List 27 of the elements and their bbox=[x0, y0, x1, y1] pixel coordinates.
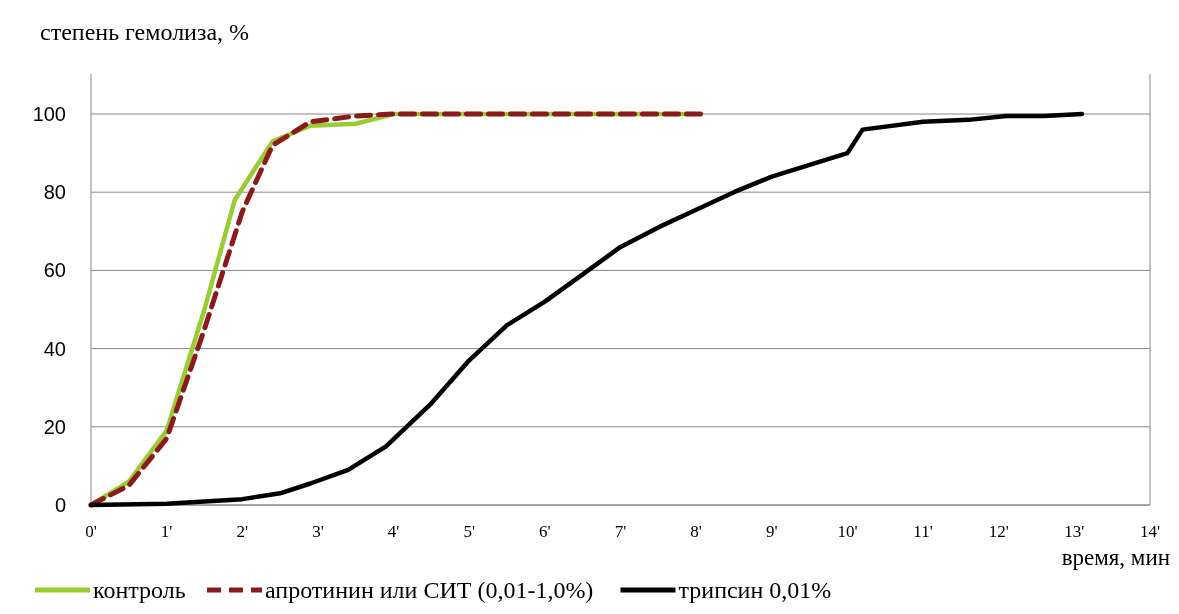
y-tick-label: 80 bbox=[43, 181, 66, 204]
x-tick-label: 11' bbox=[913, 522, 933, 541]
legend-label: апротинин или СИТ (0,01-1,0%) bbox=[265, 577, 594, 603]
x-tick-label: 4' bbox=[387, 522, 400, 541]
y-tick-label: 100 bbox=[32, 103, 66, 125]
x-tick-label: 0' bbox=[85, 522, 97, 541]
x-tick-label: 7' bbox=[614, 522, 627, 541]
x-tick-label: 5' bbox=[463, 522, 475, 541]
x-axis-title: время, мин bbox=[1061, 545, 1170, 570]
x-tick-label: 14' bbox=[1139, 522, 1161, 541]
y-tick-label: 20 bbox=[43, 415, 66, 438]
x-tick-label: 2' bbox=[236, 522, 249, 541]
x-tick-label: 3' bbox=[312, 522, 324, 541]
x-tick-label: 12' bbox=[988, 522, 1009, 541]
y-tick-label: 60 bbox=[43, 259, 66, 282]
y-tick-label: 40 bbox=[43, 337, 66, 360]
line-series bbox=[88, 111, 1085, 508]
x-tick-label: 9' bbox=[766, 522, 778, 541]
x-tick-label: 13' bbox=[1064, 522, 1085, 541]
x-tick-label: 6' bbox=[539, 522, 551, 541]
legend-label: трипсин 0,01% bbox=[678, 577, 832, 603]
x-tick-label: 1' bbox=[160, 522, 173, 541]
x-tick-label: 10' bbox=[837, 522, 858, 541]
legend-label: контроль bbox=[93, 577, 186, 603]
y-axis-title: степень гемолиза, % bbox=[40, 19, 250, 45]
y-tick-label: 0 bbox=[54, 494, 66, 516]
x-tick-label: 8' bbox=[690, 522, 702, 541]
